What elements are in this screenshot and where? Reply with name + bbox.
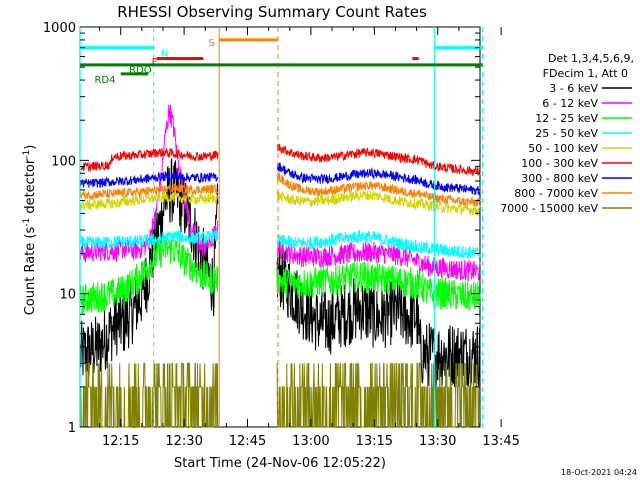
y-axis-label-part: detector (23, 158, 38, 218)
flag-label: RDO (129, 65, 152, 76)
y-axis-label-part: Count Rate (s (23, 227, 38, 316)
flag-label: F (152, 57, 158, 68)
legend-label: 100 - 300 keV (521, 157, 598, 170)
x-axis-label: Start Time (24-Nov-06 12:05:22) (174, 456, 386, 471)
legend-label: 50 - 100 keV (528, 142, 598, 155)
flag-label: RD4 (94, 75, 115, 86)
y-tick-label: 1000 (43, 21, 76, 36)
series-100-300-keV-kev (79, 143, 481, 177)
x-axis-ticks: 12:15 12:30 12:45 13:00 13:15 13:30 13:45 (99, 27, 520, 449)
chart-title: RHESSI Observing Summary Count Rates (117, 3, 427, 21)
x-tick-label: 13:15 (356, 434, 393, 449)
y-tick-label: 100 (51, 154, 76, 169)
x-tick-label: 13:00 (292, 434, 329, 449)
legend-label: 800 - 7000 keV (514, 187, 598, 200)
legend-header-line: FDecim 1, Att 0 (543, 67, 628, 80)
x-tick-label: 13:45 (482, 434, 519, 449)
series-line (276, 245, 481, 390)
x-tick-label: 12:45 (229, 434, 266, 449)
y-tick-label: 10 (59, 288, 76, 303)
y-axis-label: Count Rate (s-1 detector-1) (22, 145, 38, 316)
flag-label: N (161, 49, 168, 60)
series-line (79, 104, 219, 263)
legend-label: 12 - 25 keV (535, 112, 598, 125)
footer-date: 18-Oct-2021 04:24 (561, 468, 637, 477)
series-line (79, 230, 219, 250)
legend: Det 1,3,4,5,6,9, FDecim 1, Att 0 3 - 6 k… (500, 52, 634, 215)
series-line (276, 261, 481, 311)
plot-area: NF S RDO RD4 12:15 12:30 12:45 13:00 13:15 13:30… (43, 21, 520, 449)
y-axis-ticks: 1 10 100 1000 (43, 21, 480, 436)
series-line (79, 362, 219, 428)
series-line (276, 162, 481, 196)
series-7000-15000-keV-kev (79, 362, 481, 428)
series-line (276, 238, 481, 282)
series-line (276, 171, 481, 207)
flag-layer: NF S RDO RD4 (80, 38, 483, 86)
series-50-100-keV-kev (79, 189, 481, 216)
series-300-800-keV-kev (79, 162, 481, 196)
series-6-12-keV-kev (79, 104, 481, 282)
series-25-50-keV-kev (79, 230, 481, 259)
series-800-7000-keV-kev (79, 171, 481, 207)
series-line (79, 191, 219, 212)
series-line (79, 182, 219, 201)
legend-label: 6 - 12 keV (542, 97, 598, 110)
legend-label: 25 - 50 keV (535, 127, 598, 140)
legend-header-line: Det 1,3,4,5,6,9, (548, 52, 634, 65)
x-tick-label: 13:30 (419, 434, 456, 449)
series-line (79, 147, 219, 172)
series-3-6-keV-kev (79, 158, 481, 390)
x-tick-label: 12:30 (165, 434, 202, 449)
y-tick-label: 1 (68, 421, 76, 436)
series-12-25-keV-kev (79, 234, 481, 315)
legend-label: 3 - 6 keV (549, 82, 598, 95)
vline-layer (79, 27, 484, 427)
x-tick-label: 12:15 (102, 434, 139, 449)
series-line (276, 189, 481, 216)
series-layer (79, 104, 481, 428)
series-line (276, 143, 481, 177)
y-axis-label-sup: -1 (22, 218, 32, 227)
y-axis-label-part: ) (23, 145, 38, 150)
series-line (79, 158, 219, 377)
series-line (276, 230, 481, 259)
legend-label: 300 - 800 keV (521, 172, 598, 185)
flag-label: S (208, 38, 214, 49)
series-line (79, 234, 219, 315)
y-axis-label-sup: -1 (22, 150, 32, 159)
series-line (79, 170, 219, 189)
legend-label: 7000 - 15000 keV (500, 202, 598, 215)
